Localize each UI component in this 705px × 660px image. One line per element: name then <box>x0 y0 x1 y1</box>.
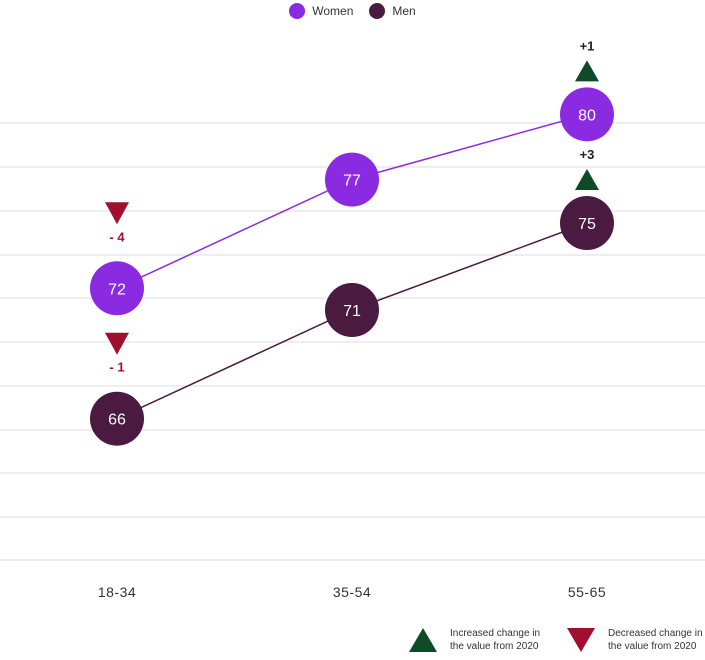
x-tick-label-35-54: 35-54 <box>333 584 371 600</box>
x-tick-label-55-65: 55-65 <box>568 584 606 600</box>
data-point-men-0 <box>90 391 144 446</box>
data-label-women-2: 80 <box>578 107 596 124</box>
legend-item-men: Men <box>369 3 416 19</box>
data-label-women-1: 77 <box>343 173 361 190</box>
data-point-men-1 <box>325 283 379 337</box>
increase-triangle-icon <box>409 628 437 652</box>
decrease-triangle-icon <box>567 628 595 652</box>
legend-label-women: Women <box>312 4 354 18</box>
increase-marker-men-2 <box>575 169 599 191</box>
decrease-marker-men-0 <box>105 332 129 355</box>
x-tick-label-18-34: 18-34 <box>98 584 136 600</box>
footnote-decrease-text: Decreased change in the value from 2020 <box>608 628 703 652</box>
data-point-men-2 <box>560 196 614 251</box>
change-label-men-2: +3 <box>580 147 595 162</box>
footnote-increase: Increased change in the value from 2020 <box>408 627 555 653</box>
data-point-women-2 <box>560 87 614 142</box>
change-label-women-2: +1 <box>580 38 595 53</box>
footnote-increase-text: Increased change in the value from 2020 <box>450 628 541 652</box>
data-point-women-1 <box>325 152 379 207</box>
change-label-men-0: - 1 <box>109 360 124 375</box>
data-label-men-2: 75 <box>578 216 596 233</box>
data-label-men-0: 66 <box>108 412 126 429</box>
increase-marker-women-2 <box>575 60 599 82</box>
legend-swatch-men <box>369 3 386 19</box>
change-label-women-0: - 4 <box>109 229 125 244</box>
decrease-marker-women-0 <box>105 202 129 225</box>
data-point-women-0 <box>90 261 144 316</box>
footnote-decrease: Decreased change in the value from 2020 <box>566 627 705 653</box>
legend-swatch-women <box>289 3 306 19</box>
legend: Women Men <box>0 3 705 19</box>
data-label-men-1: 71 <box>343 303 361 320</box>
legend-item-women: Women <box>289 3 353 19</box>
data-label-women-0: 72 <box>108 281 126 298</box>
legend-label-men: Men <box>392 4 416 18</box>
